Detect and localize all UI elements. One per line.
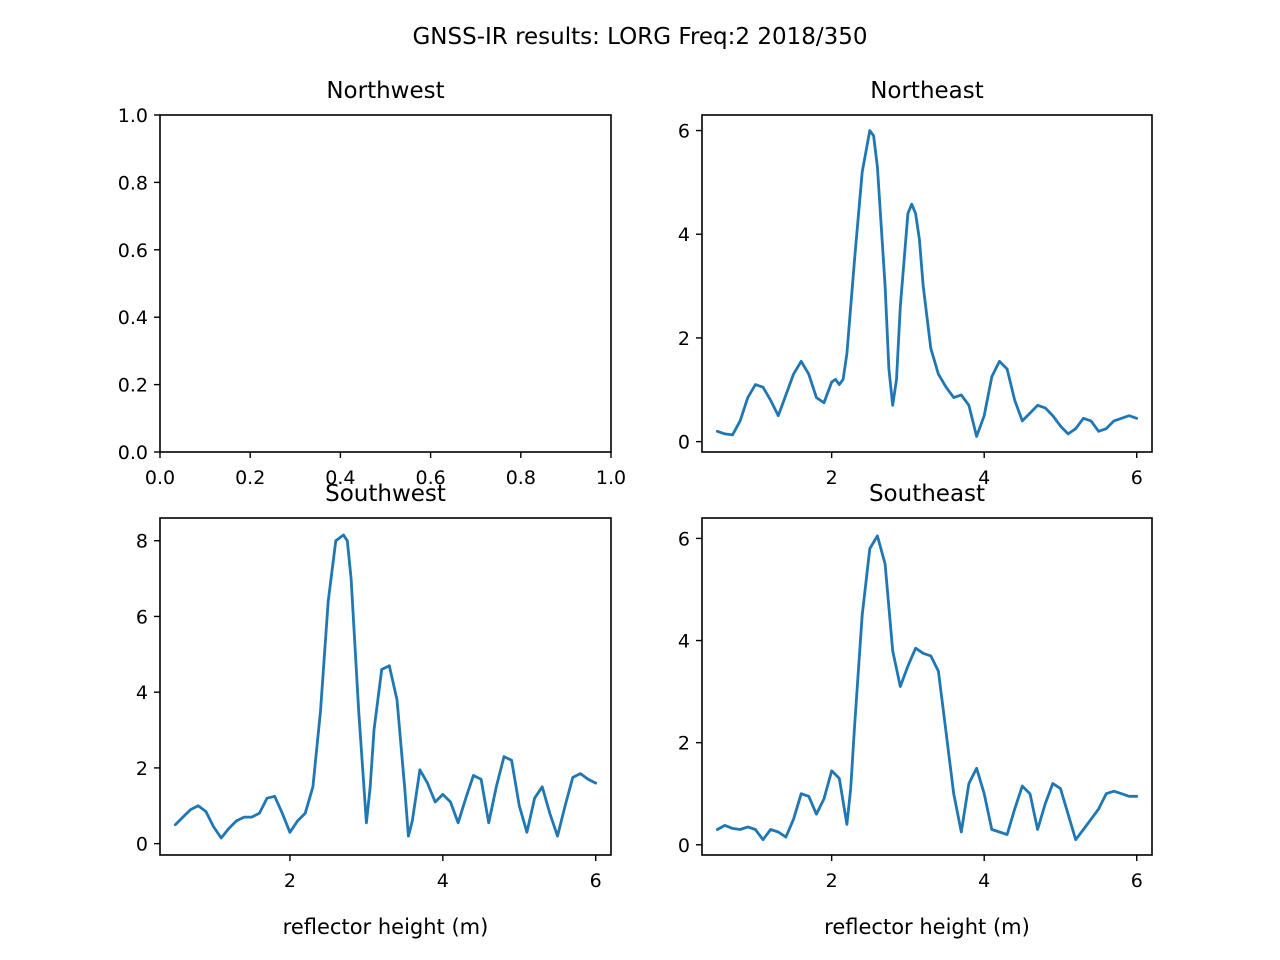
y-tick-label: 0.4 (118, 307, 148, 329)
x-tick-label: 0.4 (325, 467, 355, 489)
x-tick-label: 6 (590, 870, 602, 892)
y-tick-label: 6 (678, 528, 690, 550)
axes-frame (159, 114, 612, 453)
x-tick-label: 2 (284, 870, 296, 892)
y-tick-label: 8 (136, 531, 148, 553)
y-tick-label: 0.0 (118, 442, 148, 464)
y-tick-label: 6 (678, 121, 690, 143)
subplot-title: Northwest (326, 78, 444, 104)
y-tick-label: 2 (678, 733, 690, 755)
x-tick-label: 1.0 (596, 467, 626, 489)
y-tick-label: 2 (136, 758, 148, 780)
y-tick-label: 0.2 (118, 375, 148, 397)
subplot-title: Southwest (325, 481, 446, 507)
axes-frame (701, 114, 1153, 453)
x-tick-label: 2 (826, 467, 838, 489)
y-tick-label: 0 (136, 834, 148, 856)
y-tick-label: 4 (678, 631, 690, 653)
x-tick-label: 0.2 (235, 467, 265, 489)
subplot-southwest: Southwest 2 4 6 0 2 4 6 8 reflector height (m) (136, 481, 612, 939)
subplot-southeast: Southeast 2 4 6 0 2 4 6 reflector height (m) (678, 481, 1153, 939)
x-tick-label: 2 (826, 870, 838, 892)
x-tick-label: 6 (1131, 467, 1143, 489)
series-line (715, 129, 1139, 438)
y-tick-label: 1.0 (118, 105, 148, 127)
y-tick-label: 4 (136, 682, 148, 704)
x-tick-label: 0.6 (415, 467, 445, 489)
subplot-northeast: Northeast 2 4 6 0 2 4 6 (678, 78, 1153, 489)
subplot-grid: Northwest 0.0 0.2 0.4 0.6 0.8 1.0 0.0 0.2 0.4 0.6 0… (118, 78, 1153, 939)
y-tick-label: 0.8 (118, 172, 148, 194)
series-line (173, 533, 598, 840)
y-tick-label: 0.6 (118, 240, 148, 262)
x-tick-label: 6 (1131, 870, 1143, 892)
subplot-northwest: Northwest 0.0 0.2 0.4 0.6 0.8 1.0 0.0 0.2 0.4 0.6 0… (118, 78, 626, 489)
y-tick-label: 0 (678, 835, 690, 857)
x-tick-label: 4 (978, 467, 990, 489)
y-tick-label: 6 (136, 606, 148, 628)
y-tick-label: 4 (678, 224, 690, 246)
x-tick-label: 4 (437, 870, 449, 892)
axes-frame (159, 517, 612, 856)
y-tick-label: 0 (678, 432, 690, 454)
figure-title: GNSS-IR results: LORG Freq:2 2018/350 (412, 24, 867, 50)
x-tick-label: 0.8 (506, 467, 536, 489)
axes-frame (701, 517, 1153, 856)
x-tick-label: 4 (978, 870, 990, 892)
subplot-title: Northeast (870, 78, 984, 104)
x-tick-label: 0.0 (145, 467, 175, 489)
y-tick-label: 2 (678, 328, 690, 350)
x-axis-label: reflector height (m) (824, 915, 1030, 939)
x-axis-label: reflector height (m) (283, 915, 489, 939)
series-line (715, 534, 1139, 842)
subplot-title: Southeast (869, 481, 985, 507)
